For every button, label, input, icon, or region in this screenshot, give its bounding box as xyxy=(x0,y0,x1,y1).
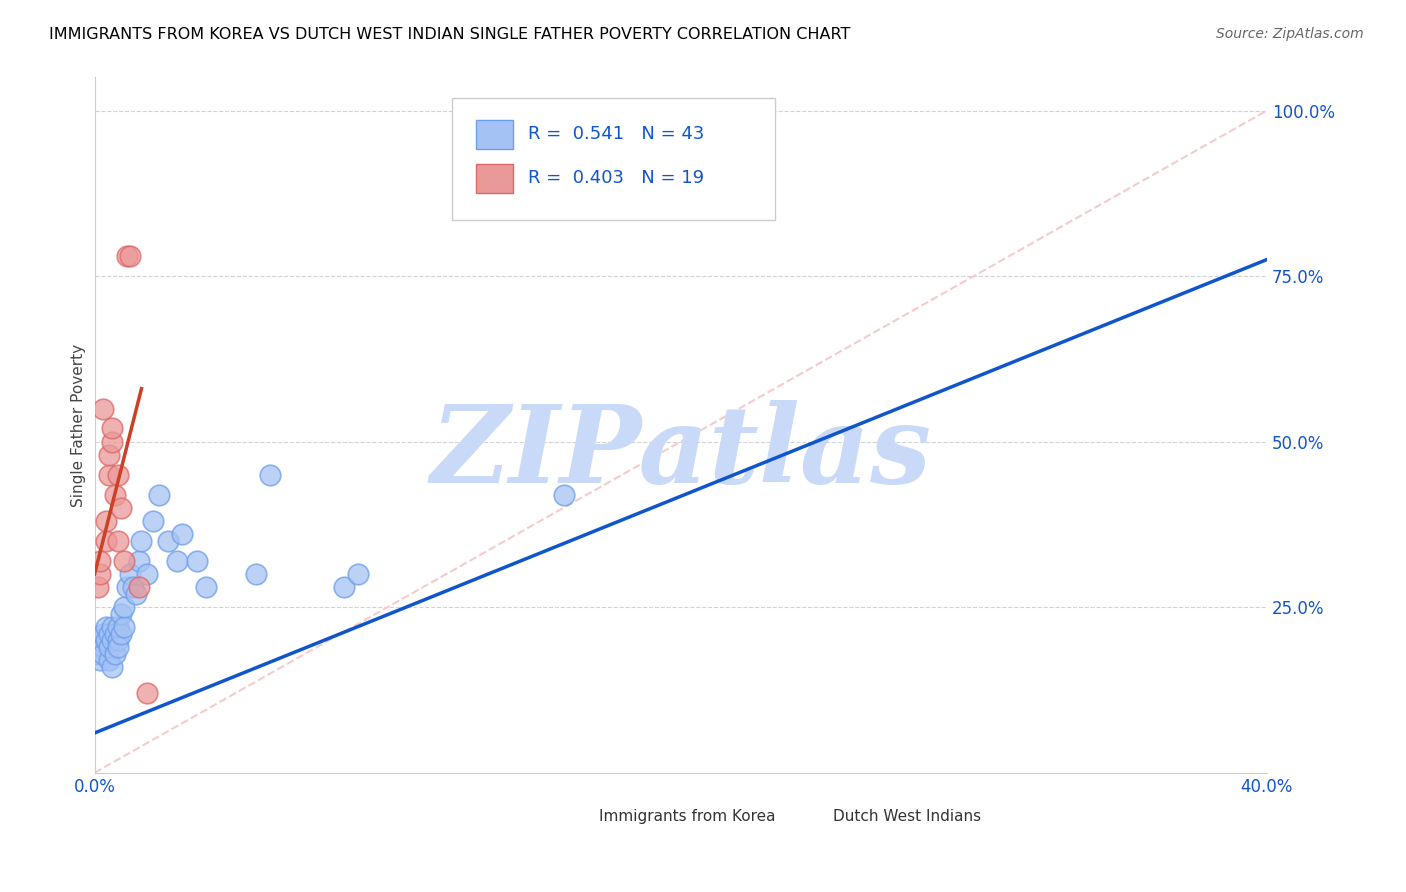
Point xyxy=(86,580,108,594)
FancyBboxPatch shape xyxy=(475,120,513,149)
Text: Source: ZipAtlas.com: Source: ZipAtlas.com xyxy=(1216,27,1364,41)
Text: Dutch West Indians: Dutch West Indians xyxy=(834,809,981,824)
Point xyxy=(96,533,118,548)
Point xyxy=(101,620,124,634)
Point xyxy=(110,607,132,621)
Point xyxy=(107,620,129,634)
Y-axis label: Single Father Poverty: Single Father Poverty xyxy=(72,343,86,507)
FancyBboxPatch shape xyxy=(796,806,827,832)
Point xyxy=(156,533,179,548)
Point xyxy=(104,647,127,661)
Point xyxy=(124,587,146,601)
Point xyxy=(107,640,129,654)
Point xyxy=(98,626,121,640)
FancyBboxPatch shape xyxy=(561,806,592,832)
Point xyxy=(101,633,124,648)
Point xyxy=(118,567,141,582)
Point xyxy=(347,567,370,582)
Point xyxy=(93,626,115,640)
Point xyxy=(110,500,132,515)
Point xyxy=(98,653,121,667)
Point xyxy=(131,533,153,548)
Point xyxy=(121,580,143,594)
Point xyxy=(104,626,127,640)
Point xyxy=(93,640,115,654)
Point xyxy=(332,580,354,594)
FancyBboxPatch shape xyxy=(453,98,775,220)
Point xyxy=(96,633,118,648)
Point xyxy=(245,567,267,582)
Point xyxy=(101,421,124,435)
Text: ZIPatlas: ZIPatlas xyxy=(430,400,931,506)
Point xyxy=(553,487,575,501)
Point xyxy=(112,600,135,615)
Point xyxy=(96,514,118,528)
Text: IMMIGRANTS FROM KOREA VS DUTCH WEST INDIAN SINGLE FATHER POVERTY CORRELATION CHA: IMMIGRANTS FROM KOREA VS DUTCH WEST INDI… xyxy=(49,27,851,42)
Point xyxy=(136,686,159,700)
Point xyxy=(115,580,138,594)
Point xyxy=(89,633,111,648)
Point xyxy=(115,249,138,263)
Point xyxy=(86,647,108,661)
Point xyxy=(110,626,132,640)
Point xyxy=(128,554,150,568)
Point xyxy=(186,554,208,568)
Point xyxy=(96,620,118,634)
Point xyxy=(128,580,150,594)
Point xyxy=(107,633,129,648)
Point xyxy=(148,487,170,501)
Point xyxy=(136,567,159,582)
Point xyxy=(112,620,135,634)
Point xyxy=(107,533,129,548)
Point xyxy=(98,467,121,482)
Text: R =  0.403   N = 19: R = 0.403 N = 19 xyxy=(529,169,704,187)
Point xyxy=(112,554,135,568)
Point xyxy=(259,467,281,482)
Point xyxy=(118,249,141,263)
Point xyxy=(142,514,165,528)
Text: Immigrants from Korea: Immigrants from Korea xyxy=(599,809,775,824)
Point xyxy=(166,554,188,568)
Point xyxy=(107,467,129,482)
Point xyxy=(104,487,127,501)
Point xyxy=(728,103,751,118)
Point xyxy=(89,554,111,568)
Point xyxy=(172,527,194,541)
Point xyxy=(89,653,111,667)
Point xyxy=(101,659,124,673)
Point xyxy=(194,580,217,594)
Point xyxy=(93,647,115,661)
FancyBboxPatch shape xyxy=(475,163,513,193)
Point xyxy=(98,448,121,462)
Point xyxy=(89,567,111,582)
Point xyxy=(101,434,124,449)
Point xyxy=(93,401,115,416)
Point xyxy=(98,640,121,654)
Text: R =  0.541   N = 43: R = 0.541 N = 43 xyxy=(529,126,704,144)
